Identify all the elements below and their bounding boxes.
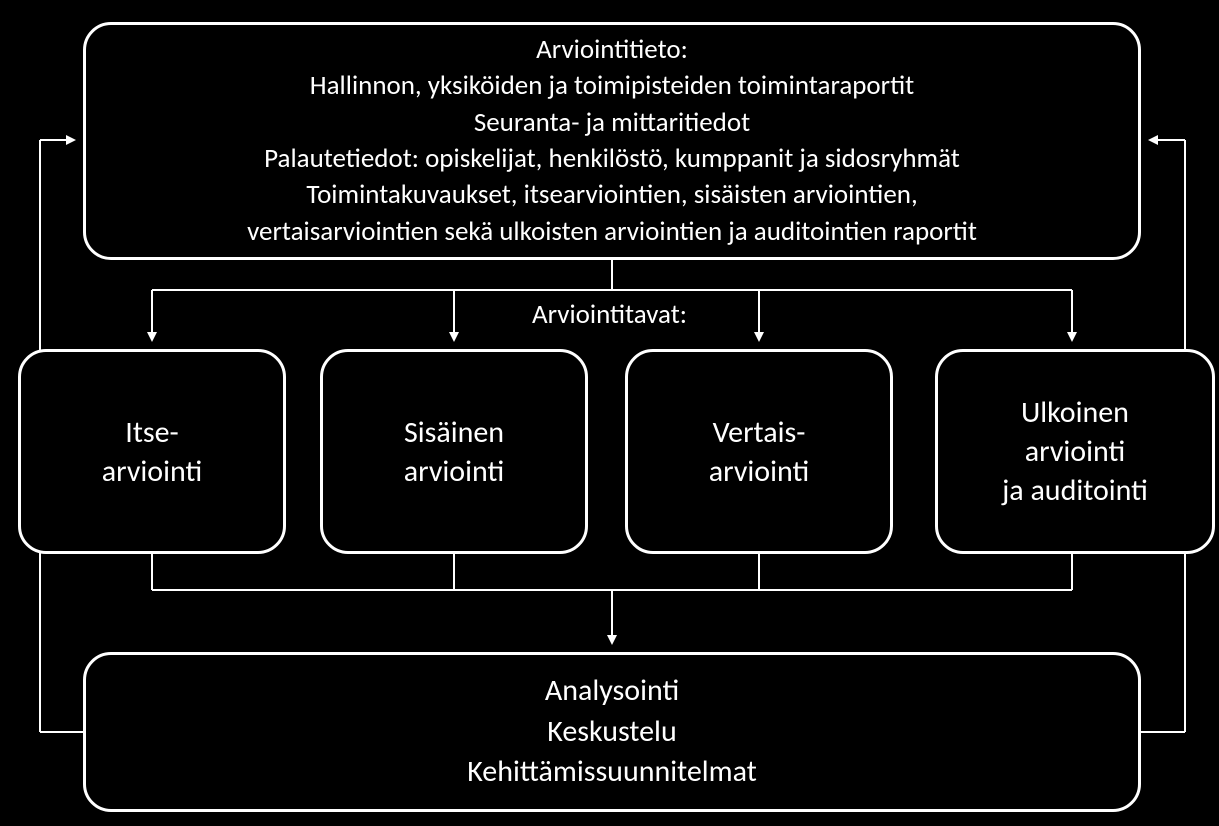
bottom-line-0: Analysointi bbox=[545, 671, 679, 712]
method-node-itsearviointi: Itse- arviointi bbox=[18, 349, 286, 554]
m2-line1: Sisäinen bbox=[404, 413, 504, 452]
top-line-3: Toimintakuvaukset, itsearviointien, sisä… bbox=[306, 177, 917, 213]
top-title: Arviointitieto: bbox=[536, 32, 688, 68]
bottom-line-2: Kehittämissuunnitelmat bbox=[467, 752, 757, 793]
m4-line2: arviointi bbox=[1025, 432, 1125, 471]
bottom-node-analysointi: Analysointi Keskustelu Kehittämissuunnit… bbox=[83, 652, 1141, 812]
method-node-sisainen-arviointi: Sisäinen arviointi bbox=[320, 349, 588, 554]
m3-line2: arviointi bbox=[709, 452, 809, 491]
methods-label: Arviointitavat: bbox=[0, 298, 1219, 331]
top-line-0: Hallinnon, yksiköiden ja toimipisteiden … bbox=[310, 68, 914, 104]
m4-line3: ja auditointi bbox=[1002, 471, 1148, 510]
top-line-1: Seuranta- ja mittaritiedot bbox=[474, 105, 750, 141]
method-node-vertaisarviointi: Vertais- arviointi bbox=[625, 349, 893, 554]
m2-line2: arviointi bbox=[404, 452, 504, 491]
bottom-line-1: Keskustelu bbox=[547, 712, 676, 753]
top-node-arviointitieto: Arviointitieto: Hallinnon, yksiköiden ja… bbox=[83, 22, 1141, 260]
m4-line1: Ulkoinen bbox=[1021, 393, 1129, 432]
top-line-2: Palautetiedot: opiskelijat, henkilöstö, … bbox=[264, 141, 960, 177]
m3-line1: Vertais- bbox=[713, 413, 806, 452]
method-node-ulkoinen-arviointi: Ulkoinen arviointi ja auditointi bbox=[935, 349, 1215, 554]
m1-line2: arviointi bbox=[102, 452, 202, 491]
m1-line1: Itse- bbox=[125, 413, 178, 452]
top-line-4: vertaisarviointien sekä ulkoisten arvioi… bbox=[247, 214, 977, 250]
